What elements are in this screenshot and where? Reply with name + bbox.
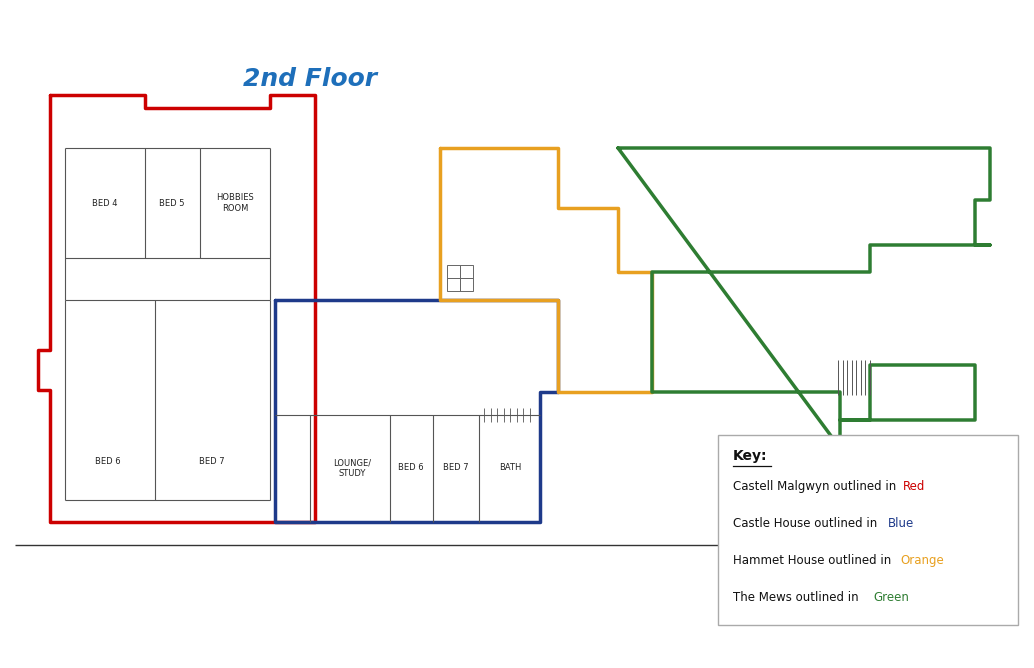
Bar: [447, 265, 460, 278]
Text: Green: Green: [873, 591, 909, 604]
Text: HOBBIES
ROOM: HOBBIES ROOM: [216, 193, 254, 212]
Text: BED 7: BED 7: [444, 464, 468, 472]
Text: The Mews outlined in: The Mews outlined in: [733, 591, 862, 604]
Bar: [460, 278, 473, 291]
Text: BED 5: BED 5: [159, 198, 185, 208]
Text: BATH: BATH: [498, 464, 521, 472]
Text: 2nd Floor: 2nd Floor: [243, 67, 377, 91]
Bar: [447, 278, 460, 291]
Text: Orange: Orange: [900, 554, 944, 567]
Text: BED 4: BED 4: [92, 198, 118, 208]
Text: Castle House outlined in: Castle House outlined in: [733, 517, 881, 530]
Text: Castell Malgwyn outlined in: Castell Malgwyn outlined in: [733, 480, 900, 493]
Text: BED 6: BED 6: [95, 458, 121, 466]
Text: Hammet House outlined in: Hammet House outlined in: [733, 554, 895, 567]
Text: BED 6: BED 6: [398, 464, 424, 472]
Text: Red: Red: [903, 480, 925, 493]
Text: Key:: Key:: [733, 449, 767, 463]
Bar: [460, 265, 473, 278]
Bar: [718, 435, 1018, 625]
Text: Blue: Blue: [888, 517, 914, 530]
Text: LOUNGE/
STUDY: LOUNGE/ STUDY: [333, 458, 371, 478]
Text: BED 7: BED 7: [200, 458, 224, 466]
